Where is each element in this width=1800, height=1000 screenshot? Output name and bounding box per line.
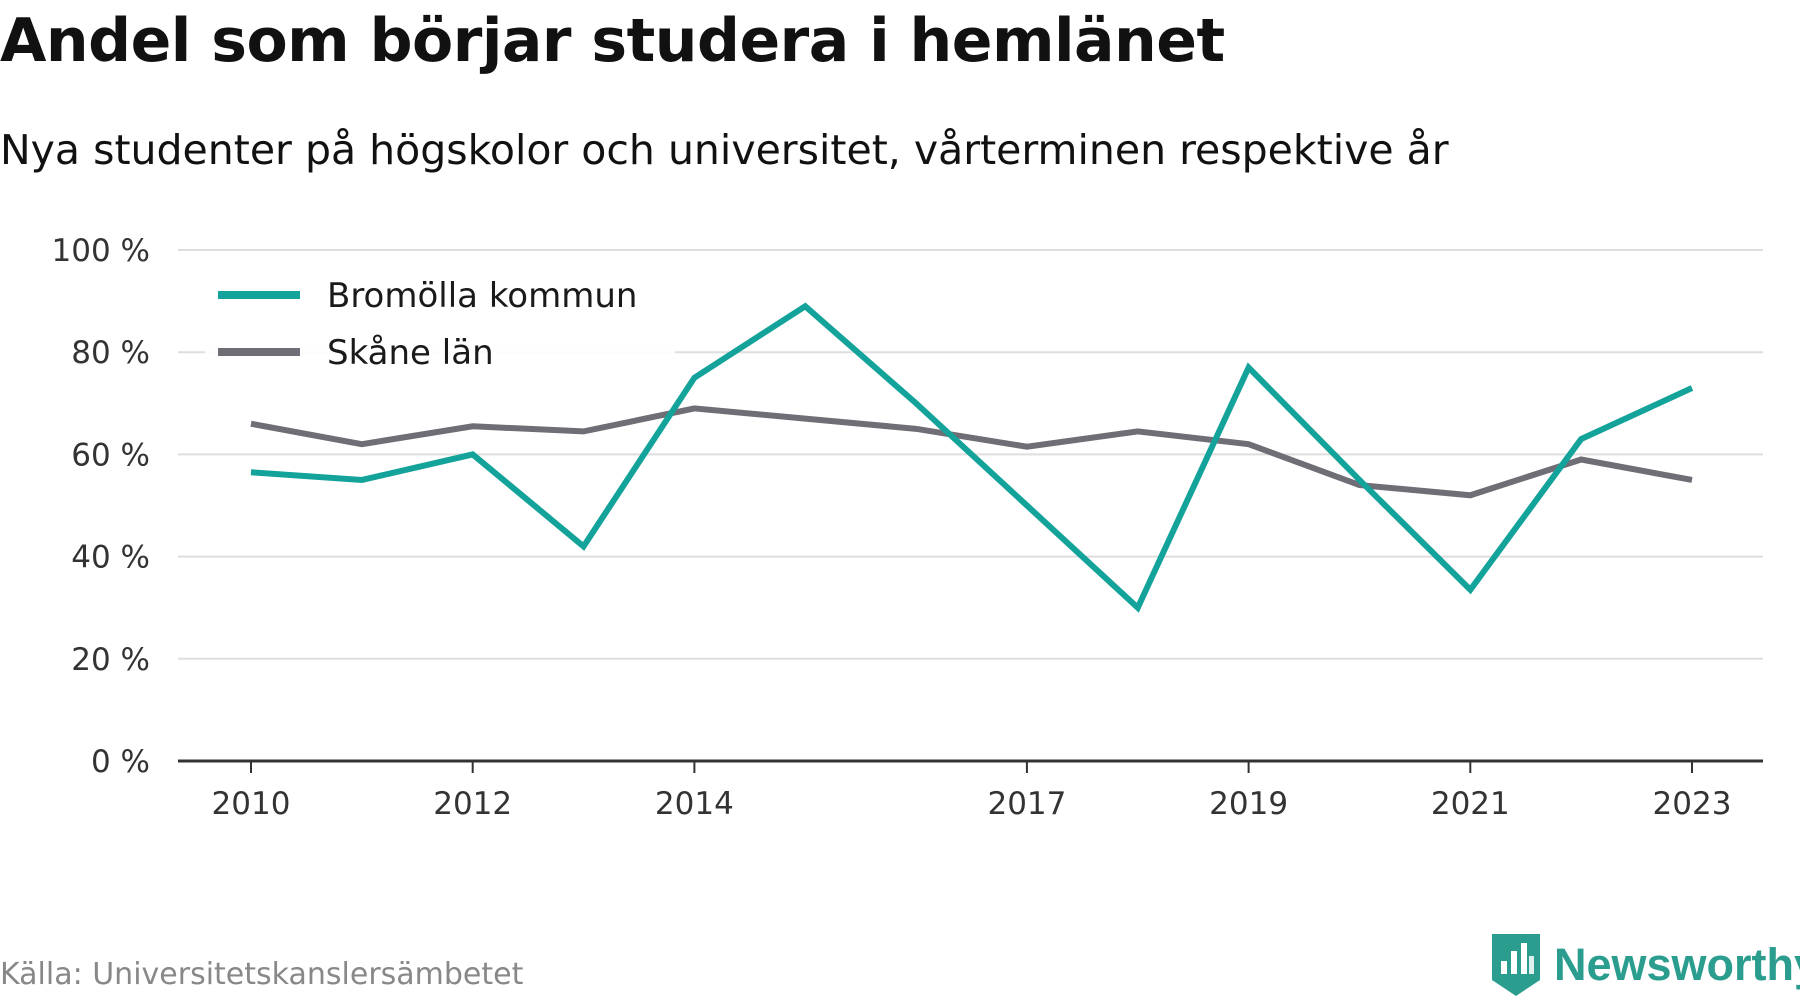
series-line: [250, 302, 1694, 613]
legend-label: Bromölla kommun: [327, 276, 637, 316]
x-tick-label: 2021: [1431, 786, 1510, 822]
newsworthy-logo-icon: [1492, 934, 1540, 996]
line-chart: 0 %20 %40 %60 %80 %100 % 2010 2012 2014 201…: [52, 233, 1763, 822]
x-tick-label: 2012: [433, 786, 512, 822]
x-tick-label: 2023: [1653, 786, 1732, 822]
x-tick-label: 2019: [1209, 786, 1288, 822]
brand-logo: Newsworthy: [1492, 934, 1800, 996]
y-tick-label: 20 %: [71, 642, 150, 678]
x-tick-label: 2014: [655, 786, 734, 822]
x-tick-label: 2010: [212, 786, 291, 822]
chart-subtitle: Nya studenter på högskolor och universit…: [0, 126, 1449, 174]
legend: Bromölla kommun Skåne län: [205, 276, 675, 392]
x-tick-label: 2017: [987, 786, 1066, 822]
y-tick-label: 100 %: [52, 233, 150, 269]
legend-label: Skåne län: [327, 333, 494, 373]
y-tick-label: 0 %: [91, 744, 150, 780]
source-note: Källa: Universitetskanslersämbetet: [0, 957, 524, 992]
brand-name: Newsworthy: [1554, 939, 1800, 990]
chart-title: Andel som börjar studera i hemlänet: [0, 6, 1225, 76]
y-tick-label: 60 %: [71, 437, 150, 473]
y-tick-label: 40 %: [71, 540, 150, 576]
legend-background: [205, 282, 675, 392]
series-lines: [250, 302, 1694, 613]
y-tick-label: 80 %: [71, 335, 150, 371]
y-axis-labels: 0 % 20 % 40 % 60 % 80 % 100 %: [52, 233, 150, 780]
x-axis: 2010 2012 2014 2017 2019 2021 2023: [178, 759, 1763, 822]
series-line: [250, 405, 1693, 499]
